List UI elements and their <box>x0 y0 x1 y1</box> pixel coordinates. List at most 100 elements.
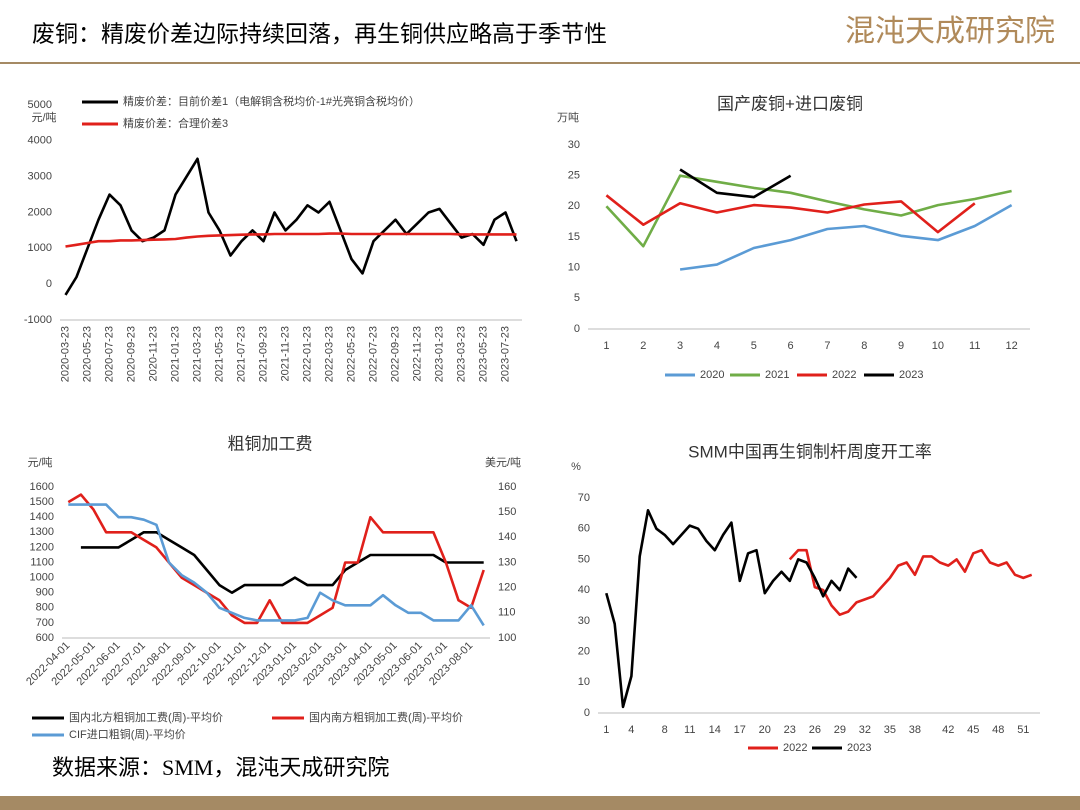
x-tick-label: 14 <box>709 724 721 736</box>
x-tick-label: 2020-05-23 <box>81 326 93 382</box>
logo: 混沌天成研究院 <box>845 15 1055 48</box>
x-tick-label: 7 <box>824 340 830 352</box>
y-tick-label: 1000 <box>28 242 52 254</box>
series-line <box>788 548 1033 616</box>
x-tick-label: 3 <box>677 340 683 352</box>
x-tick-label: 48 <box>992 724 1004 736</box>
x-tick-label: 26 <box>809 724 821 736</box>
legend-label: 2023 <box>847 742 871 754</box>
x-tick-label: 2020-03-23 <box>59 326 71 382</box>
series-line <box>80 531 484 594</box>
legend-label: 2021 <box>765 369 789 381</box>
x-tick-label: 2022-01-23 <box>301 326 313 382</box>
y-tick-label: 70 <box>578 492 590 504</box>
x-tick-label: 11 <box>969 340 980 352</box>
x-tick-label: 2022-07-23 <box>367 326 379 382</box>
y-tick-label: 4000 <box>28 135 52 147</box>
legend-label: 2022 <box>783 742 807 754</box>
y2-tick-label: 110 <box>498 607 516 619</box>
y-tick-label: 25 <box>568 170 580 182</box>
series-line <box>605 194 976 234</box>
y-tick-label: 1500 <box>30 496 54 508</box>
x-tick-label: 4 <box>714 340 720 352</box>
series-line <box>65 232 517 248</box>
x-tick-label: 9 <box>898 340 904 352</box>
x-tick-label: 8 <box>861 340 867 352</box>
series-line <box>679 168 792 199</box>
y2-tick-label: 100 <box>498 632 516 644</box>
x-tick-label: 2 <box>640 340 646 352</box>
y2-tick-label: 120 <box>498 582 516 594</box>
y-axis-label: 万吨 <box>557 111 579 124</box>
legend-label: CIF进口粗铜(周)-平均价 <box>69 727 186 741</box>
x-tick-label: 10 <box>932 340 944 352</box>
y-tick-label: 3000 <box>28 171 52 183</box>
y2-tick-label: 160 <box>498 481 516 493</box>
y-tick-label: 10 <box>568 262 580 274</box>
legend-label: 国内南方粗铜加工费(周)-平均价 <box>309 710 463 724</box>
x-tick-label: 2022-03-23 <box>323 326 335 382</box>
legend-label: 精废价差：目前价差1（电解铜含税均价-1#光亮铜含税均价） <box>123 94 420 108</box>
x-tick-label: 2022-09-23 <box>389 326 401 382</box>
y-tick-label: 15 <box>568 231 580 243</box>
x-tick-label: 29 <box>834 724 846 736</box>
y-tick-label: 1000 <box>30 572 54 584</box>
x-tick-label: 51 <box>1017 724 1029 736</box>
y-tick-label: 30 <box>568 139 580 151</box>
y-tick-label: 1600 <box>30 481 54 493</box>
x-tick-label: 2022-11-23 <box>411 326 423 381</box>
y-tick-label: 1400 <box>30 511 54 523</box>
chart-title: 粗铜加工费 <box>228 434 313 453</box>
x-tick-label: 45 <box>967 724 979 736</box>
y-tick-label: 1200 <box>30 541 54 553</box>
y-axis-label: 元/吨 <box>27 456 52 469</box>
x-tick-label: 17 <box>734 724 746 736</box>
y-tick-label: 10 <box>578 676 590 688</box>
x-tick-label: 2022-05-23 <box>345 326 357 382</box>
x-tick-label: 2023-01-23 <box>433 326 445 382</box>
chart-title: 国产废铜+进口废铜 <box>717 94 863 113</box>
y-tick-label: 20 <box>568 200 580 212</box>
y-tick-label: 600 <box>36 632 54 644</box>
y-tick-label: 40 <box>578 584 590 596</box>
legend-label: 2020 <box>700 369 724 381</box>
y-tick-label: 5000 <box>28 99 52 111</box>
x-tick-label: 2023-05-23 <box>477 326 489 382</box>
x-tick-label: 20 <box>759 724 771 736</box>
y-tick-label: 1100 <box>30 556 54 568</box>
x-tick-label: 2021-03-23 <box>191 326 203 382</box>
x-tick-label: 2020-11-23 <box>147 326 159 381</box>
y2-tick-label: 150 <box>498 506 516 518</box>
x-tick-label: 35 <box>884 724 896 736</box>
x-tick-label: 5 <box>751 340 757 352</box>
y-tick-label: 0 <box>46 278 52 290</box>
y-tick-label: 30 <box>578 615 590 627</box>
y-tick-label: 700 <box>36 617 54 629</box>
x-tick-label: 23 <box>784 724 796 736</box>
slide-title: 废铜：精废价差边际持续回落，再生铜供应略高于季节性 <box>32 21 607 46</box>
x-tick-label: 2021-11-23 <box>279 326 291 381</box>
series-line <box>679 203 1013 271</box>
y2-axis-label: 美元/吨 <box>485 456 521 469</box>
x-tick-label: 11 <box>684 724 695 736</box>
y-tick-label: 900 <box>36 587 54 599</box>
x-tick-label: 2021-01-23 <box>169 326 181 382</box>
legend-label: 精废价差：合理价差3 <box>123 116 228 130</box>
x-tick-label: 2020-07-23 <box>103 326 115 382</box>
series-line <box>605 174 1012 248</box>
x-tick-label: 42 <box>942 724 954 736</box>
y-tick-label: 20 <box>578 645 590 657</box>
series-line <box>605 509 858 709</box>
y2-tick-label: 140 <box>498 531 516 543</box>
y2-tick-label: 130 <box>498 556 516 568</box>
y-tick-label: 60 <box>578 523 590 535</box>
x-tick-label: 4 <box>628 724 634 736</box>
legend-label: 2023 <box>899 369 923 381</box>
y-tick-label: 50 <box>578 553 590 565</box>
chart-title: SMM中国再生铜制杆周度开工率 <box>688 442 932 461</box>
x-tick-label: 8 <box>662 724 668 736</box>
x-tick-label: 38 <box>909 724 921 736</box>
y-axis-label: % <box>571 461 581 473</box>
